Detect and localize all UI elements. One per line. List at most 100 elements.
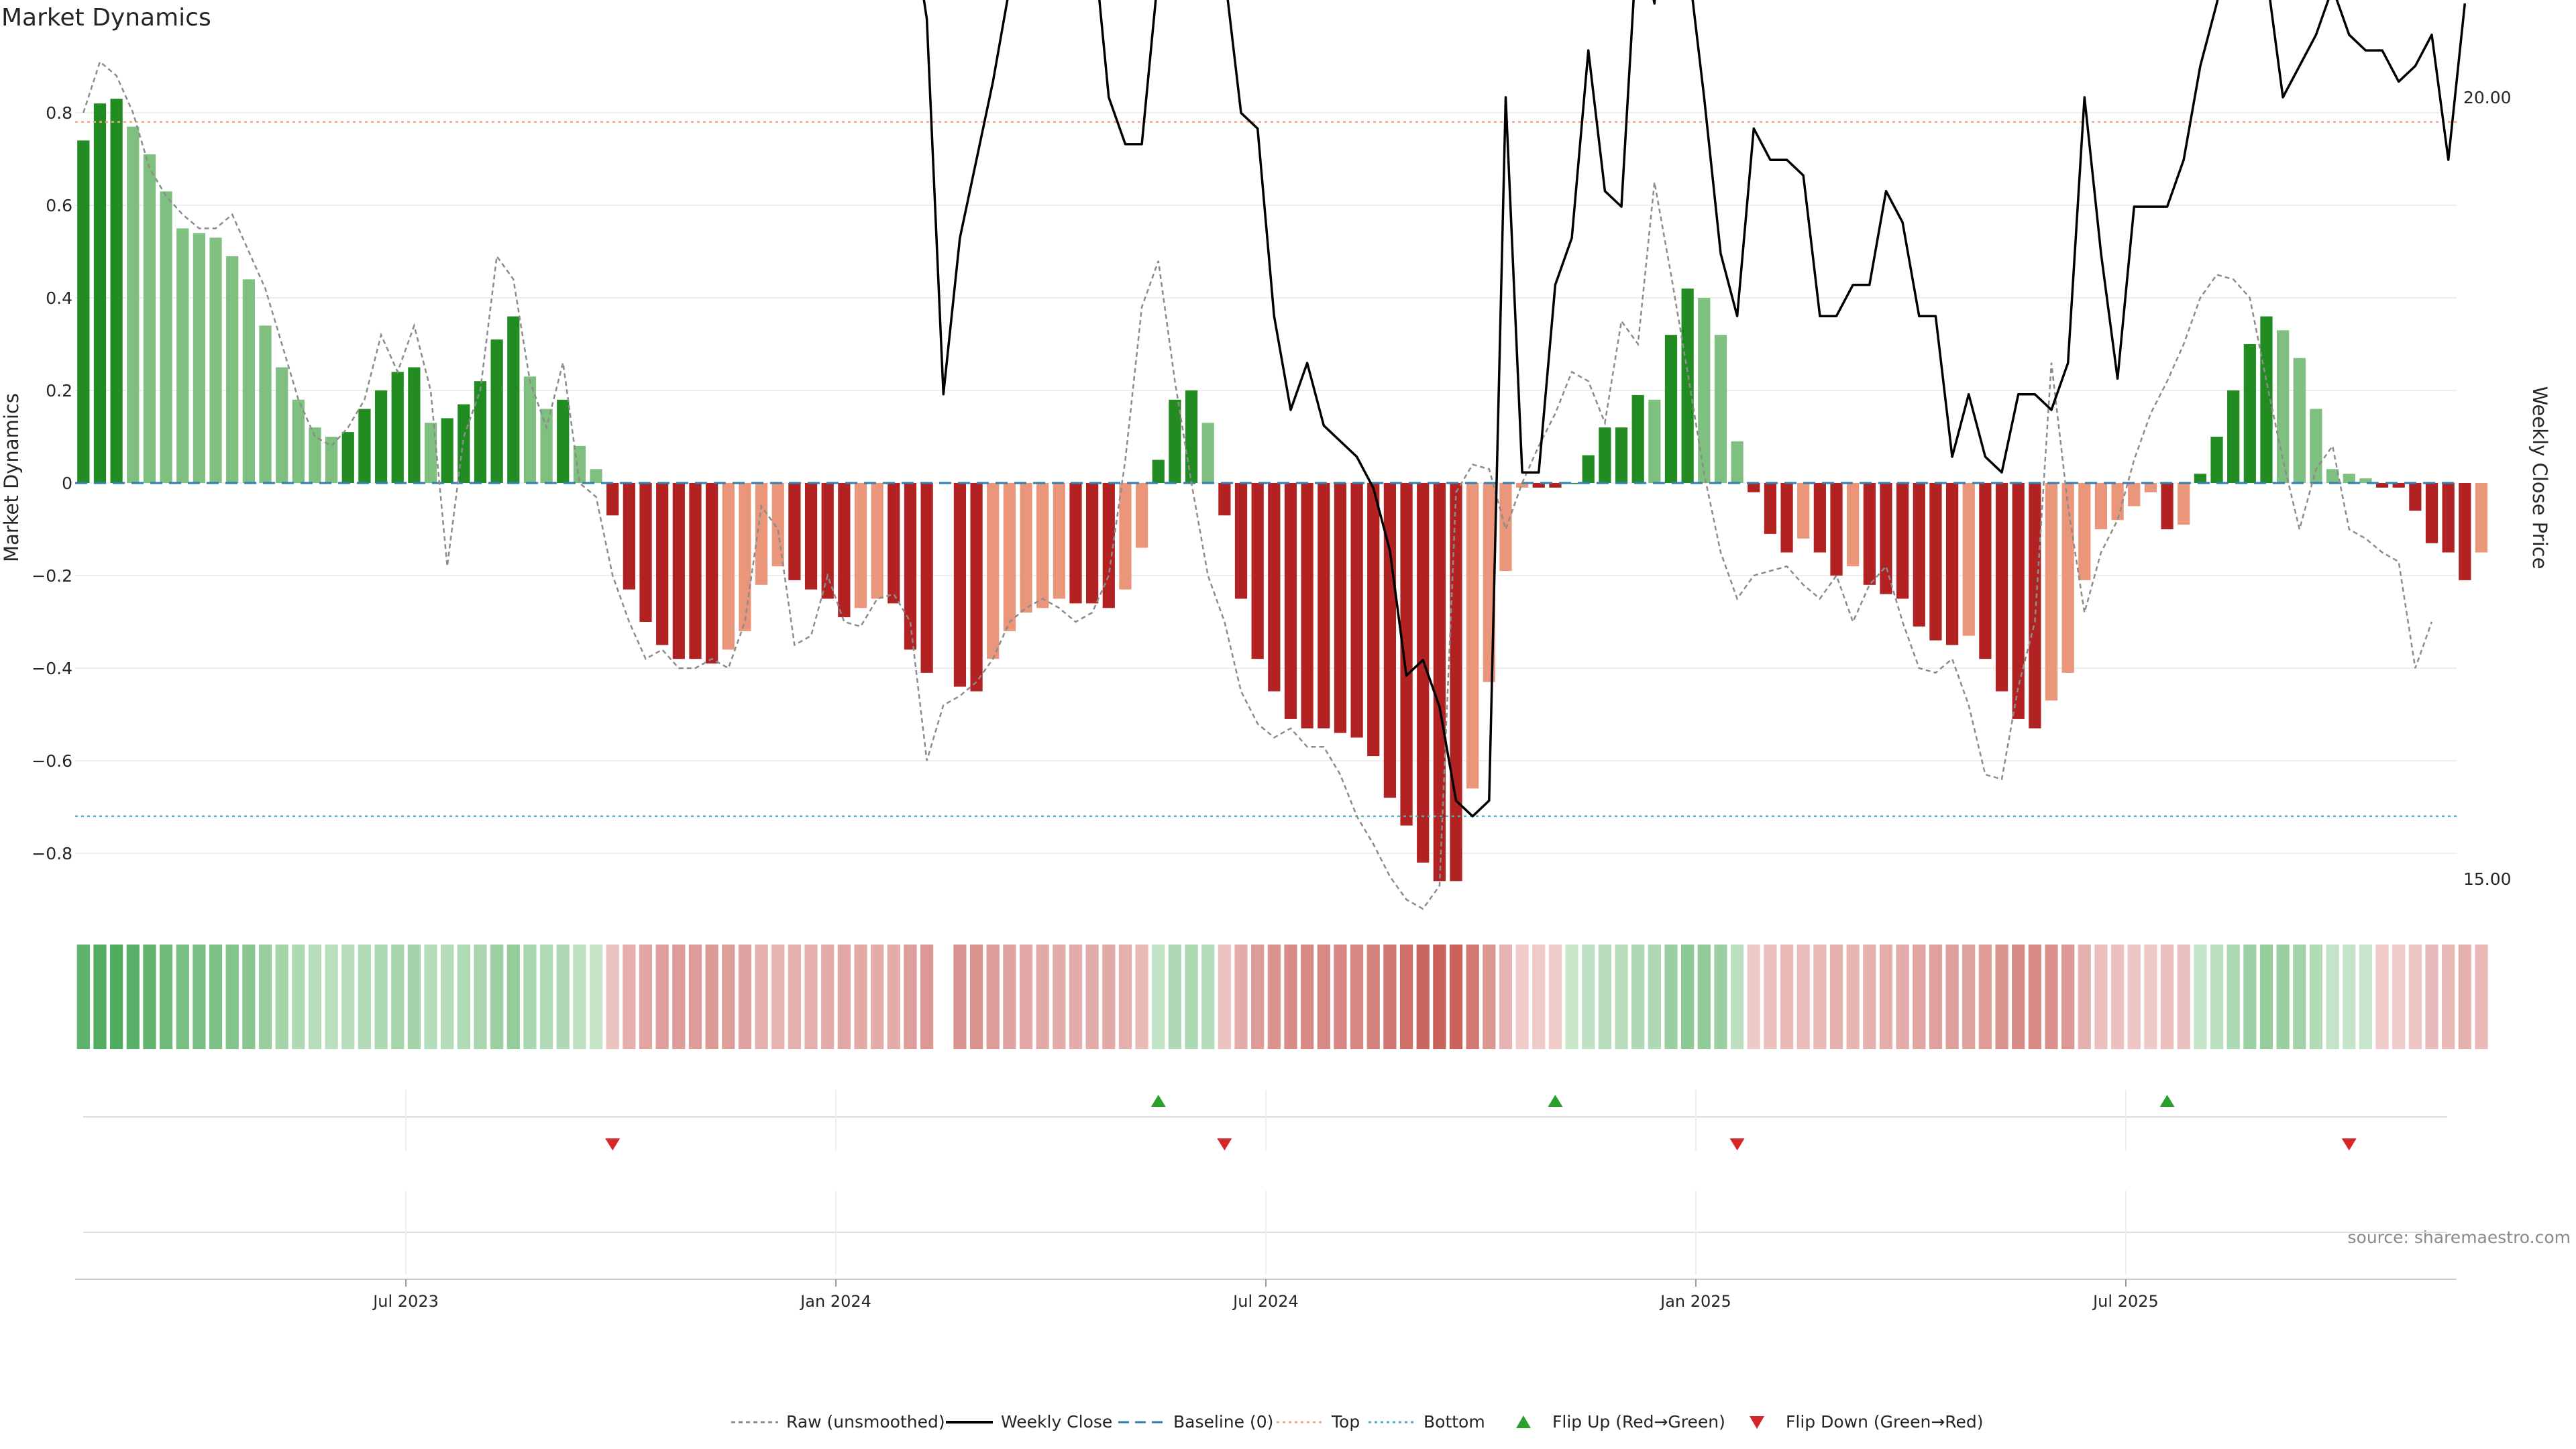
dynamics-bar [1780,483,1793,553]
dynamics-bar [1135,483,1148,548]
heat-cell [2359,945,2373,1049]
dynamics-bar [2277,330,2290,483]
heat-cell [771,945,785,1049]
dynamics-bar [672,483,685,659]
heat-cell [1102,945,1116,1049]
dynamics-bar [953,483,967,687]
heat-cell [176,945,189,1049]
heat-cell [1069,945,1083,1049]
y-tick-left: 0 [62,474,72,493]
dynamics-bar [706,483,718,664]
heat-cell [2458,945,2471,1049]
dynamics-bar [2078,483,2091,580]
heat-cell [854,945,867,1049]
heat-cell [1747,945,1760,1049]
dynamics-bar [920,483,933,673]
dynamics-bar [1764,483,1777,534]
dynamics-bar [1731,441,1743,483]
heat-cell [1135,945,1148,1049]
dynamics-bar [1863,483,1876,585]
dynamics-bar [1036,483,1049,608]
heat-cell [1003,945,1016,1049]
dynamics-bar [904,483,917,650]
y-tick-left: −0.4 [32,659,72,678]
heat-cell [490,945,504,1049]
heat-cell [920,945,934,1049]
heat-cell [474,945,487,1049]
heat-cell [1764,945,1777,1049]
dynamics-bar [408,367,421,483]
dynamics-bar [2144,483,2157,492]
y-tick-left: −0.6 [32,751,72,771]
dynamics-bar [1383,483,1397,798]
dynamics-bar [242,279,255,483]
heat-cell [573,945,586,1049]
dynamics-bar [1433,483,1446,881]
y-tick-left: −0.8 [32,844,72,863]
heat-cell [2309,945,2323,1049]
dynamics-bar [458,404,470,483]
dynamics-bar [325,437,338,483]
dynamics-bar [1714,335,1727,483]
heat-cell [358,945,372,1049]
heat-cell [904,945,917,1049]
heat-cell [1301,945,1314,1049]
heat-cell [1664,945,1678,1049]
heat-cell [1681,945,1695,1049]
dynamics-bar [656,483,669,645]
dynamics-bar [689,483,702,659]
heat-cell [2127,945,2141,1049]
heat-cell [672,945,686,1049]
dynamics-bar [1450,483,1462,881]
heat-cell [159,945,173,1049]
dynamics-bar [623,483,635,590]
dynamics-bar [639,483,652,622]
dynamics-bar [2161,483,2174,529]
dynamics-bar [1053,483,1065,599]
dynamics-bar [606,483,619,516]
dynamics-bar [1698,298,1711,483]
dynamics-bar [2343,474,2355,483]
dynamics-bar [871,483,883,599]
heat-cell [1978,945,1992,1049]
axes: −0.8−0.6−0.4−0.200.20.40.60.815.0020.002… [32,88,2511,889]
dynamics-bar [1962,483,1975,636]
heat-cell [1399,945,1413,1049]
heat-cell [1846,945,1860,1049]
x-tick-label: Jul 2024 [1232,1292,1299,1311]
dynamics-bar [1185,390,1198,483]
dynamics-bar [1367,483,1380,757]
heat-cell [1168,945,1182,1049]
flip-up-marker [1548,1095,1563,1107]
dynamics-bar [1466,483,1479,789]
heat-cell [2194,945,2207,1049]
heat-cell [523,945,537,1049]
source-note: source: sharemaestro.com [2348,1228,2571,1247]
dynamics-bar [474,381,487,483]
dynamics-bar [2012,483,2025,719]
dynamics-bar [722,483,735,650]
heat-cell [2343,945,2356,1049]
dynamics-bar [2210,437,2223,483]
flip-down-marker [2341,1138,2357,1150]
heat-cell [1796,945,1810,1049]
dynamics-bar [358,409,371,483]
dynamics-bar [2375,483,2389,488]
heat-cell [275,945,288,1049]
dynamics-bar [374,390,388,483]
heat-cell [391,945,405,1049]
flip-panel [83,1090,2447,1275]
dynamics-bar [1565,483,1578,484]
dynamics-bar [1615,427,1628,483]
dynamics-bar [1830,483,1843,576]
heat-cell [143,945,156,1049]
flip-down-marker [1217,1138,1232,1150]
dynamics-bar [193,233,206,483]
dynamics-bar [2227,390,2240,483]
heat-cell [225,945,239,1049]
dynamics-bar [1102,483,1115,608]
heat-cell [2160,945,2174,1049]
heat-cell [1896,945,1909,1049]
dynamics-bar [755,483,768,585]
heat-strip [76,945,2488,1049]
